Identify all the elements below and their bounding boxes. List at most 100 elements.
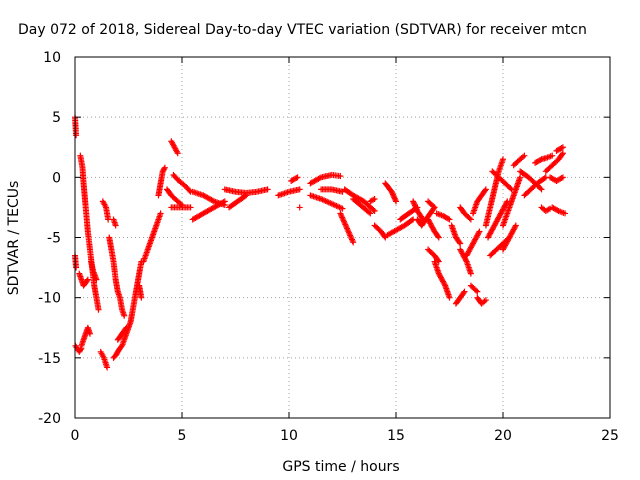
data-point [339, 205, 346, 212]
chart-title: Day 072 of 2018, Sidereal Day-to-day VTE… [18, 22, 587, 38]
data-point [337, 173, 344, 180]
data-point [344, 226, 351, 233]
data-point [123, 324, 130, 331]
data-point [517, 174, 524, 181]
data-point [138, 294, 145, 301]
data-point [112, 222, 119, 229]
data-point [411, 202, 418, 209]
data-point [388, 188, 395, 195]
data-point [343, 224, 350, 231]
data-point [341, 220, 348, 227]
data-point [209, 197, 216, 204]
data-point [512, 223, 519, 230]
data-point [460, 289, 467, 296]
data-point [161, 165, 168, 172]
data-point [347, 233, 354, 240]
data-point [559, 150, 566, 157]
data-point [220, 199, 227, 206]
data-point [121, 312, 128, 319]
data-point [157, 210, 164, 217]
data-point [408, 217, 415, 224]
data-point [390, 192, 397, 199]
data-point [339, 214, 346, 221]
data-point [507, 185, 514, 192]
data-point [370, 206, 377, 213]
y-tick-label: 0 [52, 170, 61, 186]
data-point [122, 325, 129, 332]
data-point [549, 152, 556, 159]
data-point [342, 222, 349, 229]
data-point [482, 297, 489, 304]
data-point [243, 192, 250, 199]
data-point [316, 175, 323, 182]
data-point [367, 210, 374, 217]
x-tick-label: 25 [601, 428, 619, 444]
data-point [393, 198, 399, 205]
data-point [462, 257, 469, 264]
data-point [342, 221, 349, 228]
x-tick-label: 10 [280, 428, 298, 444]
data-point [348, 236, 355, 243]
data-point [241, 193, 248, 200]
data-point [187, 204, 194, 211]
x-tick-label: 5 [178, 428, 187, 444]
grid-lines [75, 57, 610, 418]
data-points [72, 114, 569, 371]
data-point [392, 197, 399, 204]
data-point [337, 211, 344, 218]
data-point [73, 264, 80, 271]
data-point [559, 174, 566, 181]
x-tick-label: 20 [494, 428, 512, 444]
data-point [559, 144, 566, 151]
data-point [461, 288, 468, 295]
data-point [410, 198, 417, 205]
data-point [430, 203, 437, 210]
data-point [558, 175, 565, 182]
x-tick-label: 0 [71, 428, 80, 444]
data-point [500, 156, 506, 163]
data-point [446, 216, 453, 223]
data-point [338, 213, 345, 220]
data-point [294, 174, 301, 181]
data-point [445, 215, 452, 222]
data-point [413, 205, 420, 212]
data-point [456, 239, 463, 246]
data-point [541, 175, 548, 182]
data-point [431, 204, 438, 211]
data-point [337, 210, 344, 217]
data-point [95, 306, 102, 313]
x-tick-label: 15 [387, 428, 405, 444]
data-point [391, 194, 398, 201]
data-point [296, 204, 303, 211]
data-point [341, 218, 348, 225]
data-point [104, 364, 111, 371]
data-point [77, 346, 84, 353]
data-point [467, 270, 474, 277]
axis-ticks: 0 5 10 15 20 25 -20 -15 -10 -5 0 5 10 [38, 50, 619, 444]
data-point [435, 234, 442, 241]
data-point [346, 231, 353, 238]
y-tick-label: 5 [52, 110, 61, 126]
data-point [446, 294, 453, 301]
data-point [412, 203, 419, 210]
data-point [161, 164, 168, 171]
data-point [482, 186, 489, 193]
x-axis-label: GPS time / hours [282, 459, 399, 475]
data-point [441, 281, 448, 288]
data-point [537, 185, 544, 192]
data-point [93, 276, 100, 283]
data-point [559, 151, 566, 158]
data-point [345, 228, 352, 235]
data-point [349, 237, 356, 244]
data-point [84, 276, 91, 283]
data-point [293, 175, 300, 182]
data-point [371, 195, 378, 202]
data-point [467, 216, 474, 223]
y-tick-label: -20 [38, 411, 61, 427]
data-point [83, 277, 90, 284]
data-point [474, 288, 481, 295]
data-point [348, 235, 355, 242]
data-point [186, 187, 193, 194]
data-point [350, 239, 357, 246]
data-point [344, 225, 351, 232]
